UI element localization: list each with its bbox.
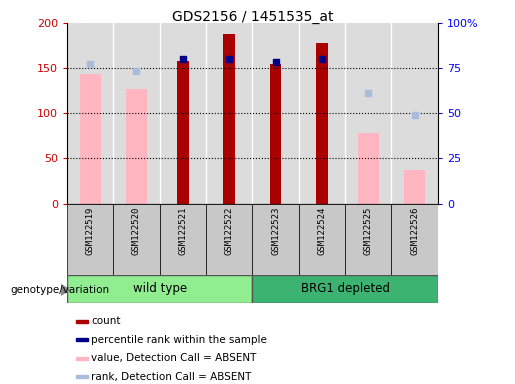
Text: GSM122525: GSM122525: [364, 207, 373, 255]
Bar: [80, 74, 100, 204]
Text: genotype/variation: genotype/variation: [10, 285, 109, 295]
Text: GSM122524: GSM122524: [317, 207, 327, 255]
Text: rank, Detection Call = ABSENT: rank, Detection Call = ABSENT: [91, 372, 251, 382]
Point: [86, 61, 94, 67]
Bar: [67, 23, 113, 204]
Bar: [252, 23, 299, 204]
Bar: [391, 23, 438, 204]
Text: BRG1 depleted: BRG1 depleted: [301, 283, 389, 295]
Point: [179, 56, 187, 62]
Bar: [76, 320, 88, 323]
Point: [132, 68, 141, 74]
Point: [271, 59, 280, 65]
Polygon shape: [61, 284, 71, 296]
Bar: [206, 23, 252, 204]
Text: wild type: wild type: [132, 283, 187, 295]
Bar: [126, 89, 147, 204]
Bar: [160, 204, 206, 275]
Bar: [76, 338, 88, 341]
Bar: [316, 43, 328, 204]
Bar: [270, 64, 281, 204]
Text: count: count: [91, 316, 121, 326]
Bar: [299, 204, 345, 275]
Text: GDS2156 / 1451535_at: GDS2156 / 1451535_at: [171, 10, 333, 23]
Bar: [299, 23, 345, 204]
Bar: [113, 204, 160, 275]
Point: [410, 112, 419, 118]
Text: GSM122523: GSM122523: [271, 207, 280, 255]
Text: GSM122520: GSM122520: [132, 207, 141, 255]
Bar: [345, 204, 391, 275]
Text: value, Detection Call = ABSENT: value, Detection Call = ABSENT: [91, 353, 256, 363]
Bar: [224, 34, 235, 204]
Point: [364, 90, 372, 96]
Bar: [67, 275, 252, 303]
Bar: [206, 204, 252, 275]
Bar: [160, 23, 206, 204]
Bar: [391, 204, 438, 275]
Text: GSM122522: GSM122522: [225, 207, 234, 255]
Bar: [76, 357, 88, 359]
Text: GSM122521: GSM122521: [178, 207, 187, 255]
Point: [318, 56, 326, 62]
Bar: [252, 204, 299, 275]
Bar: [345, 23, 391, 204]
Text: percentile rank within the sample: percentile rank within the sample: [91, 334, 267, 345]
Bar: [177, 61, 188, 204]
Text: GSM122526: GSM122526: [410, 207, 419, 255]
Bar: [252, 275, 438, 303]
Point: [225, 56, 233, 62]
Bar: [404, 170, 425, 204]
Bar: [358, 133, 379, 204]
Text: GSM122519: GSM122519: [85, 207, 95, 255]
Bar: [76, 375, 88, 378]
Bar: [113, 23, 160, 204]
Bar: [67, 204, 113, 275]
